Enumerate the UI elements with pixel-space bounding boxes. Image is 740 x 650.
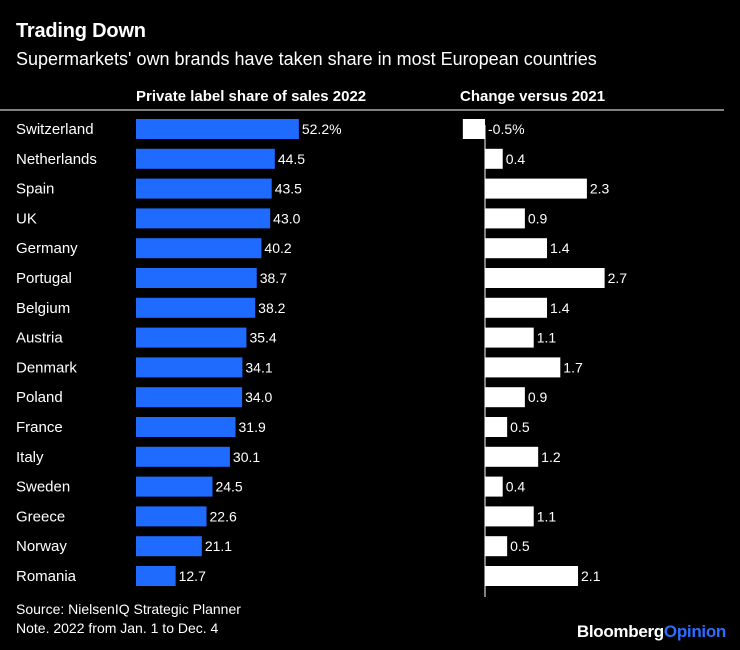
change-value-label: 1.4 — [550, 240, 570, 256]
change-value-label: 1.1 — [537, 508, 557, 524]
share-value-label: 40.2 — [264, 240, 291, 256]
share-bar — [136, 387, 243, 408]
share-bar — [136, 357, 243, 378]
category-label: Switzerland — [16, 121, 94, 138]
brand-opinion: Opinion — [663, 622, 726, 641]
category-label: Belgium — [16, 300, 70, 317]
share-value-label: 34.0 — [245, 389, 272, 405]
change-value-label: 0.5 — [510, 538, 530, 554]
change-bar — [485, 148, 503, 169]
change-value-label: 0.9 — [528, 389, 548, 405]
share-value-label: 31.9 — [239, 419, 266, 435]
category-label: Portugal — [16, 270, 72, 287]
category-label: Germany — [16, 240, 78, 257]
share-value-label: 21.1 — [205, 538, 232, 554]
category-label: Sweden — [16, 479, 70, 496]
change-bar — [485, 297, 548, 318]
chart-subtitle: Supermarkets' own brands have taken shar… — [16, 49, 597, 69]
share-value-label: 38.2 — [258, 300, 285, 316]
change-value-label: 0.9 — [528, 210, 548, 226]
category-label: France — [16, 419, 63, 436]
change-value-label: 2.7 — [608, 270, 628, 286]
change-value-label: 0.5 — [510, 419, 530, 435]
share-bar — [136, 417, 236, 437]
category-label: Romania — [16, 568, 77, 585]
share-bar — [136, 297, 256, 318]
category-label: Italy — [16, 449, 44, 466]
change-bar — [485, 417, 508, 437]
change-value-label: 1.1 — [537, 330, 557, 346]
panel-title-change: Change versus 2021 — [460, 88, 605, 105]
change-bar — [485, 327, 534, 348]
share-bar — [136, 327, 247, 348]
share-value-label: 22.6 — [210, 508, 237, 524]
change-bar — [485, 357, 561, 378]
chart-title: Trading Down — [16, 20, 146, 42]
share-value-label: 34.1 — [245, 359, 272, 375]
share-bar — [136, 566, 176, 586]
share-bar — [136, 506, 207, 527]
share-bar — [136, 536, 202, 557]
share-bar — [136, 268, 257, 288]
share-bar — [136, 119, 299, 139]
category-label: Spain — [16, 181, 54, 198]
change-value-label: 0.4 — [506, 151, 526, 167]
change-bar — [485, 268, 605, 288]
change-value-label: 2.1 — [581, 568, 601, 584]
date-note: Note. 2022 from Jan. 1 to Dec. 4 — [16, 620, 219, 636]
share-bar — [136, 238, 262, 259]
share-value-label: 43.5 — [275, 181, 302, 197]
share-value-label: 24.5 — [215, 479, 242, 495]
change-bar — [485, 536, 508, 557]
share-value-label: 38.7 — [260, 270, 287, 286]
share-value-label: 43.0 — [273, 210, 300, 226]
category-label: Denmark — [16, 359, 77, 376]
change-value-label: 2.3 — [590, 181, 610, 197]
change-value-label: 1.7 — [563, 359, 583, 375]
category-label: Norway — [16, 538, 67, 555]
change-bar — [485, 476, 503, 497]
share-bar — [136, 208, 271, 229]
share-bar — [136, 178, 272, 199]
change-bar — [485, 238, 548, 259]
bloomberg-opinion-logo: BloombergOpinion — [577, 622, 726, 642]
category-label: UK — [16, 210, 37, 227]
change-bar — [485, 178, 587, 199]
change-bar — [485, 446, 539, 467]
share-value-label: 52.2% — [302, 121, 342, 137]
category-label: Netherlands — [16, 151, 97, 168]
chart-area: Private label share of sales 2022 Change … — [0, 88, 724, 597]
share-value-label: 35.4 — [249, 330, 276, 346]
category-label: Poland — [16, 389, 63, 406]
source-note: Source: NielsenIQ Strategic Planner — [16, 601, 241, 617]
share-bar — [136, 476, 213, 497]
category-label: Greece — [16, 508, 65, 525]
change-value-label: -0.5% — [488, 121, 525, 137]
change-bar — [485, 506, 534, 527]
change-bar — [485, 208, 525, 229]
share-bar — [136, 148, 275, 169]
change-bar — [485, 387, 525, 408]
change-bar — [485, 566, 579, 586]
panel-title-share: Private label share of sales 2022 — [136, 88, 366, 105]
brand-bloomberg: Bloomberg — [576, 622, 664, 641]
change-bar — [462, 119, 485, 139]
share-bar — [136, 446, 230, 467]
change-value-label: 0.4 — [506, 479, 526, 495]
share-value-label: 12.7 — [179, 568, 206, 584]
change-value-label: 1.2 — [541, 449, 561, 465]
change-value-label: 1.4 — [550, 300, 570, 316]
share-value-label: 30.1 — [233, 449, 260, 465]
category-label: Austria — [16, 330, 63, 347]
share-value-label: 44.5 — [278, 151, 305, 167]
